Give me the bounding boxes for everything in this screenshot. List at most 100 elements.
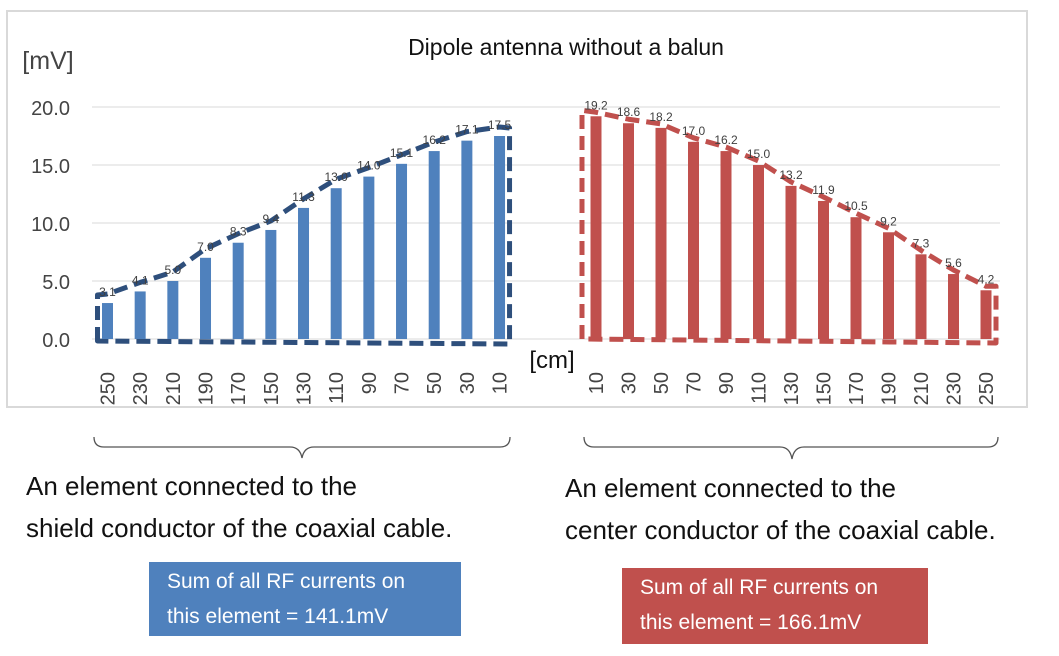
bar — [265, 229, 277, 339]
caption-right-line1: An element connected to the — [565, 473, 897, 503]
data-label: 3.1 — [99, 285, 116, 299]
x-tick-label: 150 — [261, 372, 283, 405]
data-label: 13.0 — [325, 170, 349, 184]
y-tick-label: 15.0 — [31, 156, 70, 178]
bar — [102, 303, 113, 339]
data-label: 9.4 — [263, 212, 280, 226]
bar — [167, 281, 179, 339]
series-outline — [579, 107, 999, 346]
bar — [461, 140, 473, 339]
data-label: 19.2 — [584, 98, 608, 112]
bar — [785, 185, 797, 339]
bar — [623, 123, 634, 340]
sum-right-line2: this element = 166.1mV — [640, 611, 862, 634]
bar — [688, 141, 699, 339]
sum-box-left: Sum of all RF currents on this element =… — [149, 562, 461, 636]
bar — [655, 127, 667, 339]
y-tick-label: 20.0 — [31, 98, 70, 120]
data-label: 9.2 — [880, 214, 897, 228]
chart-title: Dipole antenna without a balun — [408, 34, 724, 60]
bar — [850, 217, 862, 339]
data-label: 11.9 — [812, 183, 835, 197]
x-tick-label: 30 — [619, 372, 641, 394]
x-tick-label: 210 — [911, 372, 933, 405]
bar — [363, 176, 375, 339]
data-label: 7.3 — [913, 236, 930, 250]
x-tick-label: 30 — [457, 372, 479, 394]
data-label: 7.0 — [197, 240, 214, 254]
bar — [200, 257, 212, 339]
x-tick-label: 230 — [130, 372, 152, 405]
x-tick-label: 90 — [359, 372, 381, 394]
data-label: 4.1 — [132, 273, 149, 287]
x-tick-label: 70 — [684, 372, 706, 394]
bar — [428, 151, 440, 339]
x-tick-label: 110 — [326, 372, 348, 404]
x-tick-label: 10 — [490, 372, 512, 394]
bar — [330, 188, 342, 339]
data-label: 17.5 — [488, 118, 512, 132]
bar — [948, 274, 959, 339]
bar — [980, 290, 992, 339]
y-tick-label: 0.0 — [42, 330, 70, 352]
caption-left-line2: shield conductor of the coaxial cable. — [26, 513, 453, 543]
x-tick-label: 50 — [424, 372, 446, 394]
sum-right-line1: Sum of all RF currents on — [640, 576, 879, 599]
bar — [883, 232, 894, 339]
data-label: 11.3 — [292, 190, 315, 204]
brace-right — [583, 436, 999, 460]
data-label: 17.0 — [682, 124, 706, 138]
data-label: 15.0 — [747, 147, 771, 161]
chart-area — [6, 10, 1028, 408]
x-tick-label: 150 — [814, 372, 836, 405]
sum-box-right: Sum of all RF currents on this element =… — [622, 568, 928, 644]
bar — [915, 254, 927, 339]
bar — [720, 151, 732, 339]
outline-layer — [95, 107, 999, 347]
x-tick-label: 50 — [651, 372, 673, 394]
data-label: 5.0 — [164, 263, 181, 277]
x-tick-label: 170 — [228, 372, 250, 405]
bar — [134, 291, 146, 339]
data-label: 8.3 — [230, 225, 247, 239]
caption-right-line2: center conductor of the coaxial cable. — [565, 515, 996, 545]
data-label: 5.6 — [945, 256, 962, 270]
bar — [494, 136, 506, 339]
x-tick-label: 190 — [196, 372, 218, 405]
x-axis-label: [cm] — [529, 347, 574, 374]
x-tick-label: 90 — [716, 372, 738, 394]
y-tick-label: 5.0 — [42, 272, 70, 294]
data-label: 10.5 — [844, 199, 868, 213]
data-label: 14.0 — [357, 159, 381, 173]
y-tick-label: 10.0 — [31, 214, 70, 236]
data-label: 13.2 — [779, 168, 803, 182]
caption-left-line1: An element connected to the — [26, 471, 358, 501]
x-tick-label: 110 — [749, 372, 771, 404]
bar — [818, 200, 829, 339]
sum-left-line1: Sum of all RF currents on — [167, 570, 406, 593]
x-tick-label: 250 — [976, 372, 998, 405]
bars-layer — [102, 116, 992, 340]
labels-layer: 0.0 5.0 10.0 15.0 20.0 3.1 250 4.1 230 5.0 210 7.0 1… — [31, 98, 998, 405]
bar — [753, 165, 764, 339]
x-tick-label: 230 — [944, 372, 966, 405]
bar — [298, 207, 310, 339]
x-tick-label: 10 — [586, 372, 608, 394]
caption-left: An element connected to the shield condu… — [26, 465, 452, 549]
series-outline — [95, 124, 513, 347]
caption-right: An element connected to the center condu… — [565, 467, 996, 551]
bar — [590, 116, 602, 339]
bar — [232, 242, 244, 339]
x-tick-label: 210 — [163, 372, 185, 405]
brace-left — [93, 436, 511, 459]
x-tick-label: 250 — [98, 372, 120, 405]
data-label: 4.2 — [978, 272, 995, 286]
x-tick-label: 130 — [781, 372, 803, 405]
data-label: 18.2 — [649, 110, 673, 124]
data-label: 16.2 — [714, 133, 738, 147]
bar — [396, 163, 408, 339]
x-tick-label: 130 — [294, 372, 316, 405]
y-axis-label: [mV] — [22, 47, 73, 75]
data-label: 18.6 — [617, 105, 641, 119]
